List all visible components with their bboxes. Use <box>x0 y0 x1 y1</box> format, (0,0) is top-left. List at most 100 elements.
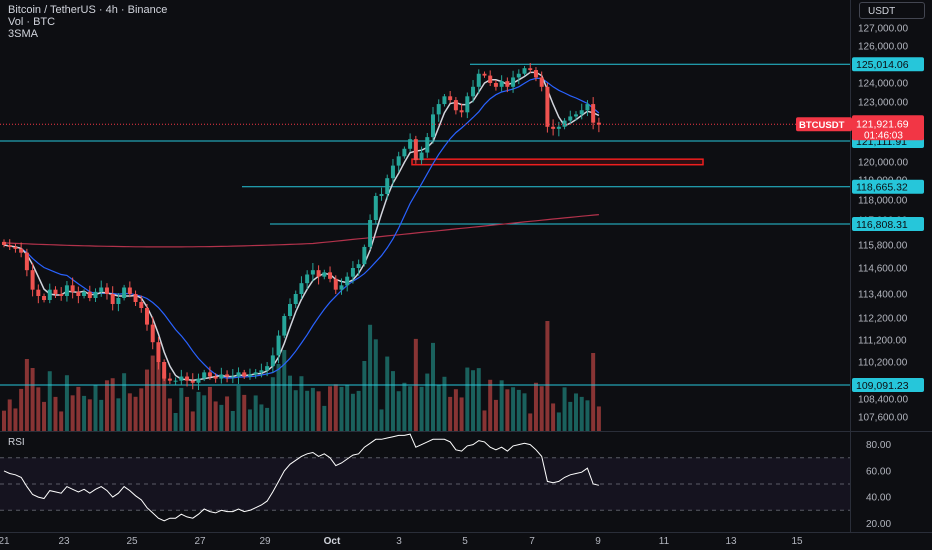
volume-bar <box>53 396 58 431</box>
volume-bar <box>202 395 207 431</box>
candle-body <box>413 139 418 161</box>
candle-body <box>156 342 161 362</box>
time-axis-tick: 9 <box>595 536 601 547</box>
candle-body <box>225 374 230 377</box>
candle-body <box>471 86 476 97</box>
time-axis-tick: 13 <box>725 536 737 547</box>
volume-bar <box>64 375 69 431</box>
candle-body <box>574 114 578 117</box>
volume-bar <box>396 391 401 431</box>
volume-bar <box>419 386 424 431</box>
candle-body <box>533 70 538 78</box>
candle-body <box>93 291 98 298</box>
sma-fast-line <box>3 71 600 381</box>
volume-bar <box>556 412 561 431</box>
volume-bar <box>36 387 41 431</box>
candle-body <box>345 276 350 286</box>
time-axis-tick: 27 <box>194 536 206 547</box>
candle-body <box>350 268 355 277</box>
time-axis-tick: 29 <box>259 536 271 547</box>
candle-body <box>30 270 35 290</box>
candle-body <box>173 380 178 382</box>
candle-body <box>253 372 258 375</box>
volume-bar <box>59 411 64 431</box>
volume-bar <box>42 401 47 431</box>
volume-bar <box>179 387 184 431</box>
volume-bar <box>350 393 355 431</box>
candle-body <box>87 291 92 298</box>
time-axis-tick: 15 <box>791 536 803 547</box>
candle-body <box>276 335 281 356</box>
volume-bar <box>213 401 218 431</box>
candle-body <box>179 376 184 381</box>
candle-body <box>373 196 378 220</box>
volume-bar <box>219 404 224 431</box>
candle-body <box>242 372 247 377</box>
symbol-title: Bitcoin / TetherUS · 4h · Binance <box>8 4 168 16</box>
volume-bar <box>579 396 584 431</box>
volume-bar <box>471 370 476 431</box>
candle-body <box>299 283 304 294</box>
sma-slow-line <box>3 214 599 248</box>
candle-body <box>265 366 270 371</box>
volume-bar <box>528 413 533 431</box>
candle-body <box>167 378 172 381</box>
volume-bar <box>127 393 132 431</box>
rsi-line <box>3 433 600 522</box>
candle-body <box>213 376 218 379</box>
candle-body <box>436 104 441 115</box>
volume-bar <box>225 396 230 431</box>
candle-body <box>207 372 212 377</box>
volume-bar <box>488 379 493 431</box>
volume-bar <box>24 359 29 431</box>
volume-bar <box>185 396 190 431</box>
level-price-tag-label: 118,665.32 <box>856 182 908 194</box>
time-axis-tick: 3 <box>396 536 402 547</box>
candle-body <box>310 270 315 275</box>
time-axis-tick: 21 <box>0 536 10 547</box>
price-axis-tick: 115,800.00 <box>858 241 908 252</box>
candle-body <box>511 77 516 87</box>
volume-bar <box>173 413 178 431</box>
candle-body <box>408 139 413 149</box>
candle-body <box>322 272 327 277</box>
candle-body <box>133 294 138 302</box>
candle-body <box>493 83 498 87</box>
symbol-tag <box>796 117 852 132</box>
volume-bar <box>104 380 109 431</box>
volume-bar <box>230 411 235 431</box>
volume-bar <box>196 391 201 431</box>
rsi-axis-tick: 20.00 <box>866 519 891 530</box>
candle-body <box>402 148 407 157</box>
volume-bar <box>499 380 504 431</box>
rsi-axis-tick: 80.00 <box>866 440 891 451</box>
price-axis-tick: 110,200.00 <box>858 358 908 369</box>
volume-bar <box>511 387 516 431</box>
candle-body <box>596 122 601 125</box>
candle-body <box>459 110 464 113</box>
candle-body <box>556 126 561 129</box>
candle-body <box>127 287 132 294</box>
bar-countdown: 01:46:03 <box>864 130 903 141</box>
time-axis-tick: 5 <box>462 536 468 547</box>
volume-bar <box>7 399 12 431</box>
volume-bar <box>551 403 556 431</box>
volume-bar <box>431 342 435 431</box>
candle-body <box>442 96 447 105</box>
candle-body <box>499 81 504 87</box>
volume-bar <box>133 396 138 431</box>
candle-body <box>110 294 115 304</box>
volume-bar <box>13 408 18 431</box>
level-price-tag <box>852 216 924 231</box>
resistance-zone <box>411 158 704 166</box>
volume-bar <box>402 382 407 431</box>
time-axis-tick: 7 <box>529 536 535 547</box>
rsi-axis-tick: 60.00 <box>866 466 891 477</box>
volume-bar <box>339 386 344 431</box>
price-axis-tick: 123,000.00 <box>858 98 908 109</box>
volume-bar <box>145 369 149 431</box>
candle-body <box>385 178 390 194</box>
candle-body <box>545 86 550 127</box>
currency-button[interactable]: USDT <box>859 2 925 19</box>
